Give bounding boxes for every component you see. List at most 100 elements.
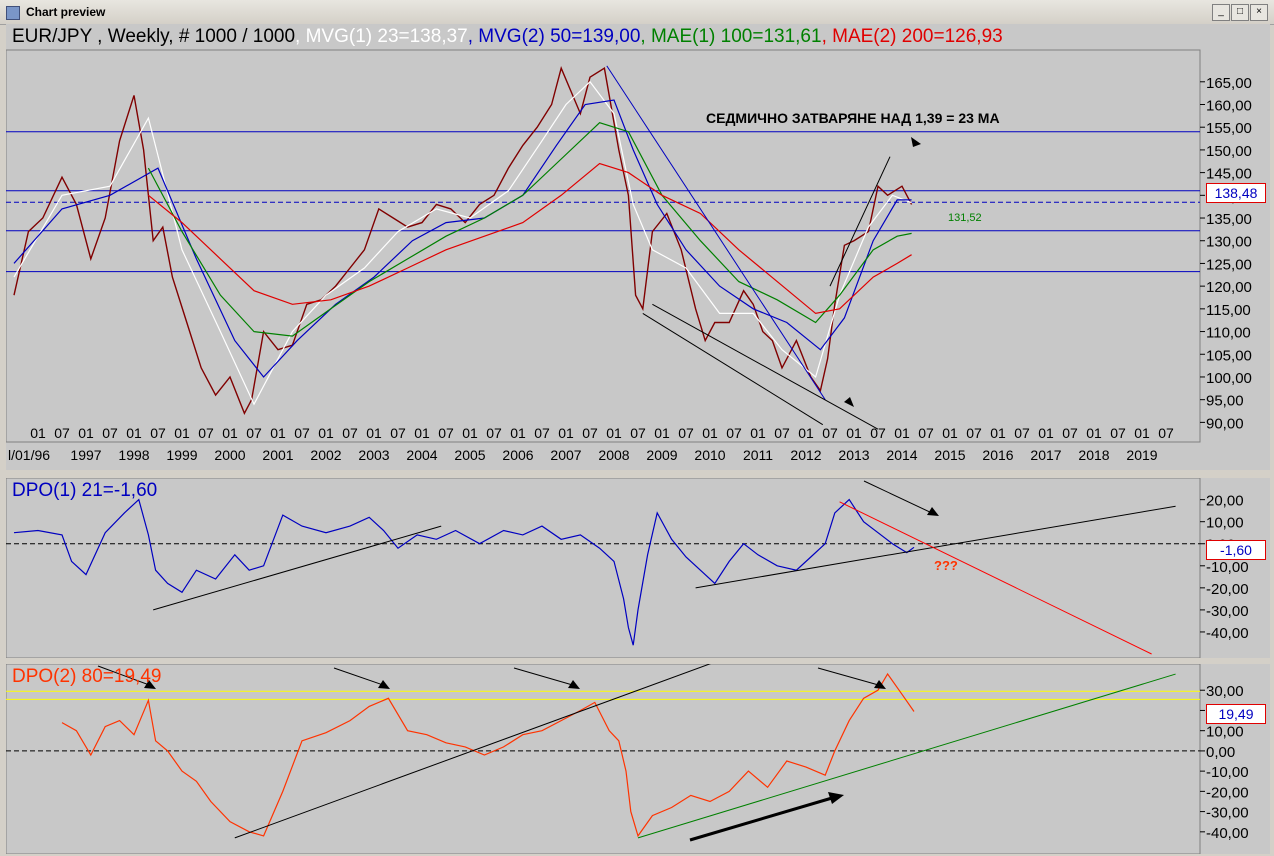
xtick-month-22: 01 — [558, 425, 574, 441]
dpo2-arrow-2-head — [378, 680, 390, 689]
xtick-month-23: 07 — [582, 425, 598, 441]
xtick-year-2005: 2005 — [454, 447, 485, 463]
xtick-year-2002: 2002 — [310, 447, 341, 463]
xtick-year-2015: 2015 — [934, 447, 965, 463]
ytick-label-0-9: 135,00 — [1206, 211, 1252, 228]
dpo2-arrow-4-line — [817, 667, 883, 687]
xtick-month-41: 07 — [1014, 425, 1030, 441]
series-0-2 — [13, 99, 912, 378]
xtick-month-14: 01 — [366, 425, 382, 441]
xtick-month-4: 01 — [126, 425, 142, 441]
trendline-1-0 — [153, 525, 442, 611]
dpo2-arrow-3-line — [513, 667, 577, 687]
dpo1-value-label: -1,60 — [1206, 540, 1266, 560]
xtick-month-24: 01 — [606, 425, 622, 441]
dpo2-arrows — [97, 665, 883, 842]
price-panel[interactable]: 90,00 95,00 100,00 105,00 110,00 115,00 120,00… — [6, 24, 1270, 470]
xtick-month-9: 07 — [246, 425, 262, 441]
price-header: EUR/JPY , Weekly, # 1000 / 1000, MVG(1) … — [12, 26, 1003, 48]
xtick-year-2017: 2017 — [1030, 447, 1061, 463]
ytick-label-2-3: -10,00 — [1206, 764, 1249, 781]
ytick-label-0-2: 100,00 — [1206, 370, 1252, 387]
xtick-year-2008: 2008 — [598, 447, 629, 463]
xtick-month-2: 01 — [78, 425, 94, 441]
xtick-month-33: 07 — [822, 425, 838, 441]
trendline-1-1 — [695, 505, 1176, 589]
ytick-label-0-13: 155,00 — [1206, 120, 1252, 137]
xtick-month-38: 01 — [942, 425, 958, 441]
xtick-month-0: 01 — [30, 425, 46, 441]
dpo1-arrow-head — [927, 507, 939, 516]
xtick-year-2004: 2004 — [406, 447, 437, 463]
dpo2-arrow-3-head — [568, 680, 580, 689]
xtick-month-43: 07 — [1062, 425, 1078, 441]
arrow-up-head — [911, 137, 921, 147]
ytick-label-2-1: -30,00 — [1206, 805, 1249, 822]
ytick-label-0-6: 120,00 — [1206, 279, 1252, 296]
xtick-month-44: 01 — [1086, 425, 1102, 441]
ytick-label-0-8: 130,00 — [1206, 234, 1252, 251]
price-label: 138,48 — [1206, 183, 1266, 203]
ytick-label-0-4: 110,00 — [1206, 325, 1251, 342]
price-header-part-1: , MVG(1) 23=138,37 — [295, 26, 468, 47]
price-header-part-4: , MAE(2) 200=126,93 — [821, 26, 1003, 47]
xtick-year-2010: 2010 — [694, 447, 725, 463]
xtick-year-2001: 2001 — [262, 447, 293, 463]
dpo2-value-label: 19,49 — [1206, 704, 1266, 724]
ytick-label-0-11: 145,00 — [1206, 166, 1252, 183]
xtick-year-2016: 2016 — [982, 447, 1013, 463]
xtick-month-21: 07 — [534, 425, 550, 441]
dpo2-arrow-4-head — [874, 680, 886, 689]
xtick-month-8: 01 — [222, 425, 238, 441]
xtick-month-10: 01 — [270, 425, 286, 441]
ytick-label-1-6: 20,00 — [1206, 493, 1244, 510]
xtick-year-2011: 2011 — [743, 447, 773, 463]
xtick-month-37: 07 — [918, 425, 934, 441]
xtick-month-47: 07 — [1158, 425, 1174, 441]
xtick-month-1: 07 — [54, 425, 70, 441]
ytick-label-0-1: 95,00 — [1206, 393, 1244, 410]
xtick-year-2012: 2012 — [790, 447, 821, 463]
panel-divider-2 — [6, 658, 1270, 664]
window-titlebar: Chart preview _ □ × — [0, 0, 1274, 25]
mae-label: 131,52 — [948, 212, 982, 224]
dpo2-arrow-1-line — [97, 665, 153, 687]
ytick-label-2-5: 10,00 — [1206, 724, 1244, 741]
dpo1-question: ??? — [934, 558, 958, 573]
ytick-label-0-3: 105,00 — [1206, 347, 1252, 364]
trendline-2-1 — [637, 673, 1176, 839]
ytick-label-0-14: 160,00 — [1206, 97, 1252, 114]
dpo2-arrow-5-line — [689, 796, 833, 842]
xtick-month-20: 01 — [510, 425, 526, 441]
close-button[interactable]: × — [1250, 4, 1268, 21]
ytick-label-1-2: -20,00 — [1206, 581, 1249, 598]
xtick-month-25: 07 — [630, 425, 646, 441]
ytick-label-1-0: -40,00 — [1206, 625, 1249, 642]
window-title: Chart preview — [26, 5, 106, 19]
ytick-label-0-0: 90,00 — [1206, 415, 1244, 432]
xtick-month-36: 01 — [894, 425, 910, 441]
ytick-label-1-1: -30,00 — [1206, 603, 1249, 620]
dpo2-panel[interactable]: -40,00-30,00-20,00-10,000,0010,0020,0030… — [6, 664, 1270, 854]
xtick-month-3: 07 — [102, 425, 118, 441]
xtick-month-19: 07 — [486, 425, 502, 441]
ytick-label-2-2: -20,00 — [1206, 784, 1249, 801]
series-2-0 — [61, 672, 915, 838]
minimize-button[interactable]: _ — [1212, 4, 1230, 21]
xtick-month-13: 07 — [342, 425, 358, 441]
trendline-0-1 — [642, 312, 824, 426]
trendline-0-2 — [652, 303, 879, 430]
trendline-2-0 — [234, 664, 712, 839]
xtick-year-2018: 2018 — [1078, 447, 1109, 463]
maximize-button[interactable]: □ — [1231, 4, 1249, 21]
series-0-3 — [147, 122, 912, 337]
xtick-year-2013: 2013 — [838, 447, 869, 463]
ytick-label-1-3: -10,00 — [1206, 559, 1249, 576]
xtick-year-2007: 2007 — [550, 447, 581, 463]
xtick-year-1998: 1998 — [118, 447, 149, 463]
panel-divider — [6, 470, 1270, 478]
xtick-month-15: 07 — [390, 425, 406, 441]
xtick-month-29: 07 — [726, 425, 742, 441]
xtick-month-40: 01 — [990, 425, 1006, 441]
